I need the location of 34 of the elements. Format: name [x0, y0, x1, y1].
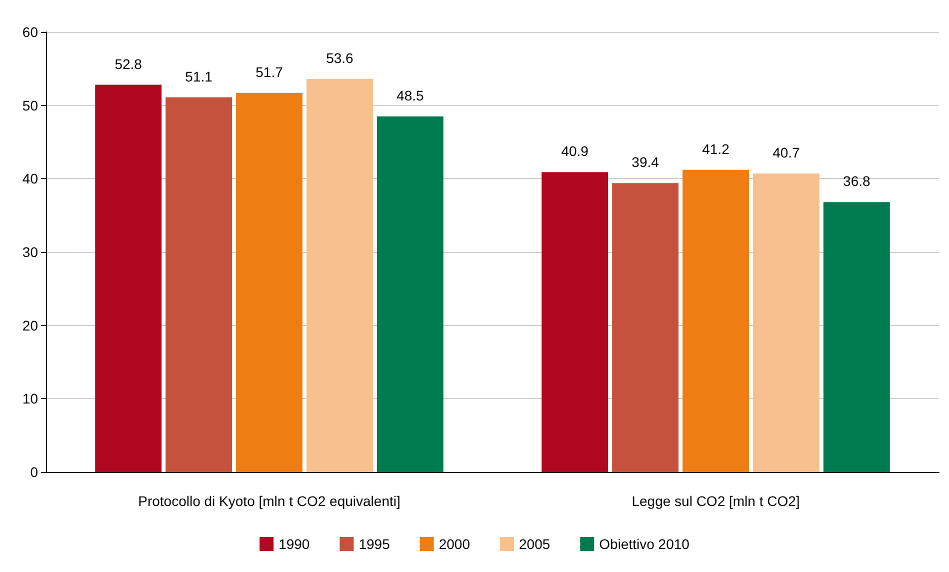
data-label: 40.7	[772, 144, 800, 161]
legend-label: 2000	[438, 536, 470, 552]
y-tick-label: 50	[22, 97, 38, 114]
data-label: 48.5	[396, 87, 424, 104]
data-label: 53.6	[326, 50, 354, 66]
bar	[682, 170, 749, 472]
y-tick-label: 0	[30, 464, 38, 480]
data-label: 36.8	[843, 173, 870, 190]
legend-label: 1990	[278, 536, 310, 552]
y-tick-label: 20	[22, 317, 38, 334]
y-tick-label: 30	[22, 244, 38, 260]
legend-label: Obiettivo 2010	[599, 536, 690, 552]
data-label: 39.4	[632, 154, 660, 170]
x-tick-label: Protocollo di Kyoto [mln t CO2 equivalenti]	[138, 493, 400, 509]
bar	[752, 174, 820, 472]
bar	[542, 172, 608, 472]
bar	[236, 92, 302, 472]
bar	[166, 97, 232, 472]
data-label: 40.9	[561, 143, 589, 160]
bar	[612, 183, 679, 472]
y-tick-label: 10	[22, 390, 38, 407]
bar	[306, 78, 373, 472]
x-tick-label: Legge sul CO2 [mln t CO2]	[632, 493, 800, 509]
legend-label: 1995	[358, 536, 390, 552]
bar	[376, 116, 444, 472]
data-label: 41.2	[702, 140, 730, 157]
data-label: 52.8	[114, 56, 142, 72]
y-tick-label: 60	[22, 24, 38, 40]
bar	[823, 202, 890, 472]
y-tick-label: 40	[22, 170, 38, 187]
data-label: 51.1	[185, 68, 213, 84]
data-label: 51.7	[256, 64, 284, 80]
legend-label: 2005	[519, 536, 550, 552]
bar	[95, 84, 162, 472]
